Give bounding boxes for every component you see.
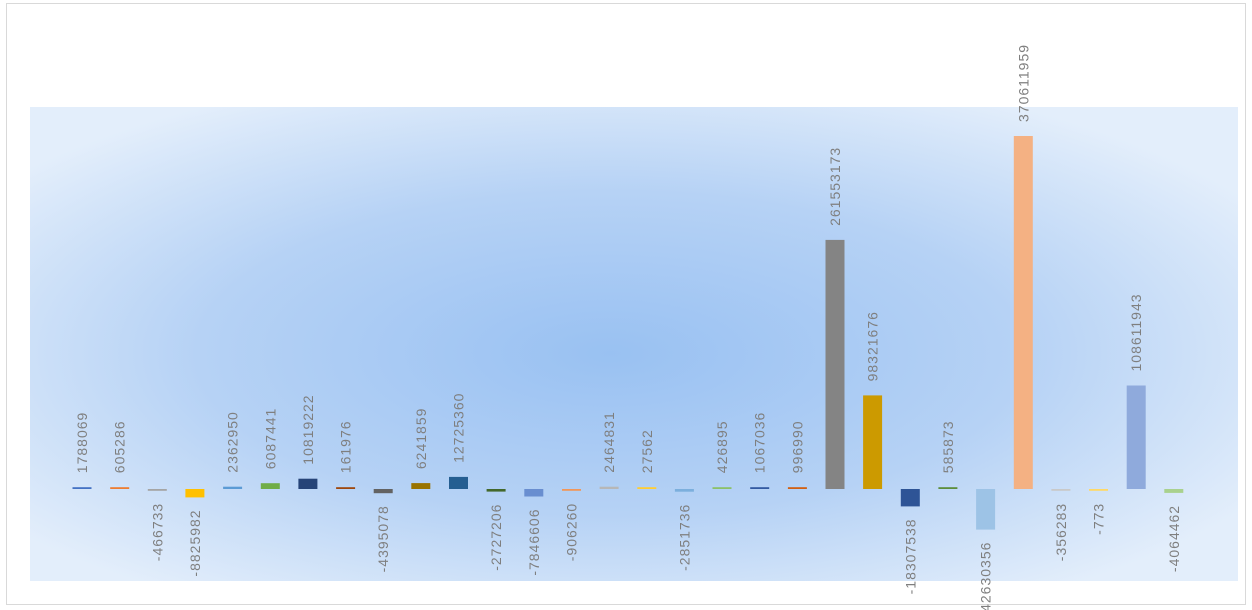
data-label-28: -773 <box>1091 503 1107 535</box>
data-label-series: 1788069 605286 -466733 -8825982 2362950 60874… <box>74 44 1182 610</box>
bar-15 <box>599 486 619 489</box>
bar-25 <box>976 489 996 530</box>
bar-20 <box>787 487 807 489</box>
data-label-9: -4395078 <box>375 505 391 572</box>
data-label-20: 996990 <box>789 420 805 473</box>
data-label-6: 6087441 <box>262 408 278 470</box>
bar-12 <box>486 489 506 492</box>
bar-10 <box>411 483 431 489</box>
data-label-12: -2727206 <box>488 504 504 571</box>
bar-23 <box>900 489 920 507</box>
data-label-27: -356283 <box>1053 503 1069 561</box>
bar-6 <box>260 483 280 489</box>
data-label-17: -2851736 <box>676 504 692 571</box>
data-label-25: -42630356 <box>978 542 994 610</box>
bar-14 <box>562 489 581 491</box>
data-label-5: 2362950 <box>225 411 241 473</box>
plot-area <box>30 107 1238 581</box>
data-label-8: 161976 <box>338 420 354 473</box>
data-label-7: 10819222 <box>300 394 316 464</box>
bar-21 <box>825 239 845 489</box>
data-label-14: -906260 <box>564 503 580 561</box>
bar-4 <box>185 489 205 498</box>
data-label-29: 108611943 <box>1128 293 1144 371</box>
data-label-16: 27562 <box>639 429 655 473</box>
bar-27 <box>1051 489 1071 491</box>
bar-18 <box>712 487 732 489</box>
bar-8 <box>336 487 356 489</box>
bar-19 <box>750 487 770 489</box>
data-label-1: 1788069 <box>74 412 90 474</box>
bar-5 <box>223 486 243 489</box>
bar-28 <box>1089 489 1108 491</box>
bar-26 <box>1013 136 1033 489</box>
bar-16 <box>637 487 657 489</box>
data-label-22: 98321676 <box>865 311 881 381</box>
data-label-3: -466733 <box>149 503 165 561</box>
bar-11 <box>449 476 468 489</box>
data-label-30: -4064462 <box>1166 505 1182 572</box>
bar-22 <box>863 395 883 489</box>
data-label-23: -18307538 <box>902 518 918 594</box>
bar-9 <box>373 489 393 494</box>
data-label-4: -8825982 <box>187 509 203 576</box>
bar-series <box>72 136 1184 530</box>
bar-17 <box>674 489 694 492</box>
bar-24 <box>938 487 958 489</box>
bar-13 <box>524 489 544 497</box>
data-label-2: 605286 <box>112 420 128 473</box>
bar-30 <box>1164 489 1184 493</box>
data-label-21: 261553173 <box>827 147 843 226</box>
data-label-10: 6241859 <box>413 408 429 470</box>
data-label-19: 1067036 <box>752 412 768 474</box>
data-label-15: 2464831 <box>601 411 617 473</box>
data-label-13: -7846606 <box>526 509 542 576</box>
bar-2 <box>110 487 130 489</box>
bar-7 <box>298 478 318 489</box>
data-label-18: 426895 <box>714 420 730 473</box>
bar-3 <box>147 489 167 491</box>
bar-1 <box>72 487 92 489</box>
bar-29 <box>1126 385 1146 489</box>
data-label-11: 12725360 <box>451 393 467 463</box>
data-label-24: 585873 <box>940 420 956 473</box>
data-label-26: 370611959 <box>1015 44 1031 122</box>
